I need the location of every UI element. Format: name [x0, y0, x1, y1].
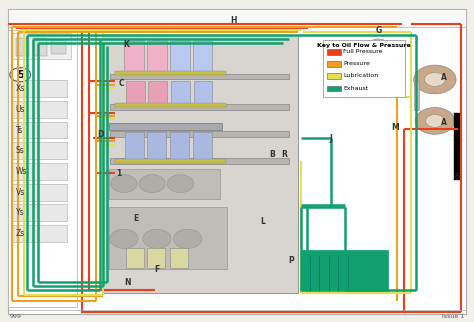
Text: 999: 999 — [10, 314, 22, 319]
Circle shape — [173, 229, 201, 248]
Bar — [126, 248, 144, 269]
Text: Ss: Ss — [16, 147, 24, 155]
Text: E: E — [133, 213, 138, 223]
Bar — [12, 80, 67, 97]
Text: Lubrication: Lubrication — [344, 73, 379, 79]
Bar — [116, 103, 226, 107]
Bar — [147, 132, 166, 161]
Text: Ys: Ys — [16, 209, 24, 217]
Bar — [12, 142, 67, 159]
Bar — [193, 41, 212, 73]
Bar — [12, 121, 67, 138]
Text: Pressure: Pressure — [344, 62, 370, 66]
Bar — [328, 73, 341, 79]
Text: Issue 1: Issue 1 — [442, 314, 464, 319]
Bar — [51, 40, 66, 54]
Bar — [116, 71, 226, 75]
Bar — [301, 250, 388, 291]
Bar — [193, 132, 211, 161]
Text: A: A — [441, 118, 447, 127]
Bar — [103, 35, 298, 293]
Bar — [414, 81, 419, 110]
Circle shape — [415, 108, 455, 134]
Text: Vs: Vs — [16, 188, 25, 197]
Bar — [110, 158, 289, 164]
Text: P: P — [288, 256, 294, 265]
Bar — [9, 30, 77, 307]
Bar — [34, 38, 46, 56]
Text: Xs: Xs — [16, 84, 25, 93]
Circle shape — [167, 175, 194, 193]
Text: M: M — [391, 123, 399, 132]
Text: G: G — [375, 26, 382, 35]
Text: L: L — [261, 217, 265, 226]
Text: H: H — [230, 16, 237, 25]
Text: 6: 6 — [455, 174, 459, 183]
Bar — [323, 40, 405, 97]
Bar — [170, 248, 188, 269]
Circle shape — [414, 65, 456, 94]
Bar — [8, 9, 466, 27]
Bar — [12, 204, 67, 221]
Bar — [16, 38, 29, 56]
Bar — [110, 131, 289, 137]
Circle shape — [425, 72, 445, 87]
Bar — [147, 248, 165, 269]
Bar — [328, 61, 341, 67]
Bar — [346, 56, 374, 97]
Bar — [110, 74, 289, 80]
Bar — [116, 159, 226, 163]
Text: 1: 1 — [117, 169, 122, 178]
Circle shape — [10, 68, 31, 82]
Bar — [170, 132, 189, 161]
Text: D: D — [98, 130, 104, 139]
Bar — [109, 169, 219, 199]
Text: C: C — [118, 80, 124, 89]
Text: Full Pressure: Full Pressure — [344, 49, 383, 54]
Circle shape — [368, 39, 389, 53]
Bar — [454, 113, 460, 180]
Text: A: A — [441, 73, 447, 82]
Bar — [110, 104, 289, 110]
Bar — [12, 163, 67, 180]
Bar — [12, 33, 71, 59]
Circle shape — [111, 175, 137, 193]
Circle shape — [139, 175, 165, 193]
Bar — [328, 49, 341, 55]
Bar — [126, 81, 145, 105]
Bar — [170, 41, 190, 73]
Text: J: J — [330, 134, 333, 143]
Circle shape — [426, 115, 444, 127]
Bar — [194, 81, 212, 105]
Text: N: N — [125, 278, 131, 287]
Text: K: K — [123, 40, 129, 49]
Bar — [109, 123, 222, 130]
Bar — [124, 41, 144, 73]
Bar — [328, 86, 341, 91]
Text: Q: Q — [356, 72, 363, 81]
Bar — [171, 81, 190, 105]
Text: Zs: Zs — [16, 229, 25, 238]
Text: B: B — [269, 150, 275, 159]
Bar — [148, 81, 167, 105]
Text: Exhaust: Exhaust — [344, 86, 369, 90]
Bar — [12, 225, 67, 242]
Text: Key to Oil Flow & Pressure: Key to Oil Flow & Pressure — [317, 43, 411, 48]
Text: 5: 5 — [17, 70, 24, 80]
Bar — [147, 41, 167, 73]
Circle shape — [143, 229, 171, 248]
Bar — [12, 101, 67, 118]
Circle shape — [110, 229, 138, 248]
Bar — [109, 207, 227, 269]
Bar — [125, 132, 144, 161]
Bar — [12, 184, 67, 201]
Text: F: F — [154, 265, 160, 274]
Text: Us: Us — [16, 105, 25, 114]
Text: Ts: Ts — [16, 126, 23, 135]
Text: Ws: Ws — [16, 167, 27, 176]
Text: R: R — [281, 150, 287, 159]
